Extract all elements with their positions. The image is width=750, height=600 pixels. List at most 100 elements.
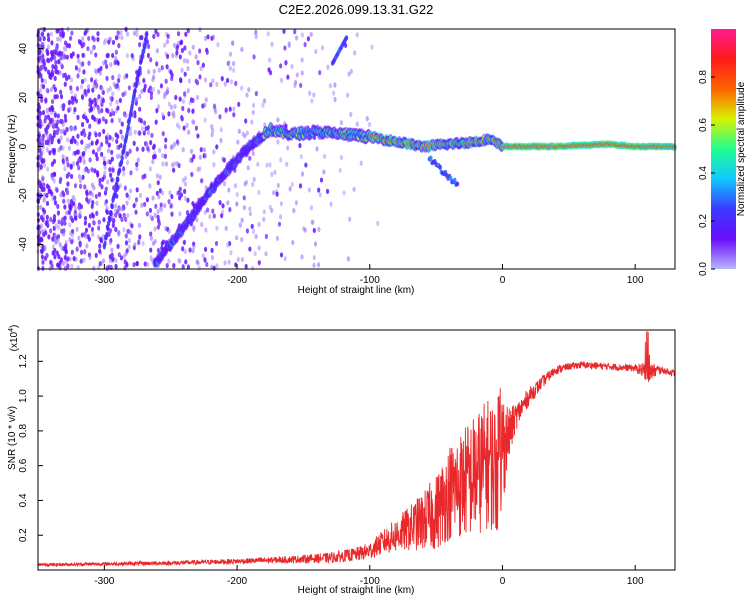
spectrogram-cell xyxy=(116,105,120,111)
spectrogram-cell xyxy=(65,187,69,193)
spectrogram-cell xyxy=(52,49,56,55)
spectrogram-cell xyxy=(59,55,63,61)
spectrogram-cell xyxy=(69,138,73,144)
spectrogram-cell xyxy=(70,239,74,245)
spectrogram-cell xyxy=(204,97,208,103)
spectrogram-cell xyxy=(235,201,239,207)
spectrogram-cell xyxy=(98,243,102,249)
spectrogram-cell xyxy=(196,166,200,172)
spectrogram-cell xyxy=(84,189,89,195)
spectrogram-cell xyxy=(256,161,260,167)
spectrogram-cell xyxy=(148,166,152,172)
spectrogram-cell xyxy=(70,30,74,36)
spectrogram-cell xyxy=(53,75,57,82)
spectrogram-cell xyxy=(90,140,94,146)
spectrogram-cell xyxy=(75,140,79,147)
spectrogram-cell xyxy=(279,63,283,69)
spectrogram-cell xyxy=(262,216,266,222)
spectrogram-cell xyxy=(325,188,330,194)
spectrogram-cell xyxy=(77,67,81,73)
spectrogram-cell xyxy=(95,156,99,162)
spectrogram-cell xyxy=(114,226,118,232)
spectrogram-cell xyxy=(93,97,97,103)
spectrogram-cell xyxy=(90,167,94,173)
spectrogram-cell xyxy=(95,210,99,216)
spectrogram-cell xyxy=(210,247,214,253)
spectrogram-x-ticks: -300 -200 -100 0 100 xyxy=(94,264,644,286)
spectrogram-cell xyxy=(88,157,92,163)
spectrogram-cell xyxy=(204,227,208,233)
spectrogram-cell xyxy=(183,71,187,77)
spectrogram-cell xyxy=(170,211,174,217)
spectrogram-cell xyxy=(167,111,171,117)
spectrogram-cell xyxy=(60,217,65,223)
spectrogram-cell xyxy=(51,64,55,70)
spectrogram-cell xyxy=(155,173,160,179)
colorbar: 0.0 0.2 0.4 0.6 0.8 Normalized spectral ampl… xyxy=(698,29,747,276)
spectrogram-cell xyxy=(365,116,369,122)
spectrogram-cell xyxy=(205,49,209,55)
spectrogram-cell xyxy=(81,174,85,180)
spectrogram-cell xyxy=(91,115,96,121)
spectrogram-cell xyxy=(187,107,191,114)
spectrogram-cell xyxy=(165,53,170,59)
spectrogram-cell xyxy=(312,262,316,268)
spectrogram-cell xyxy=(102,155,106,162)
spectrogram-y-ticks: -40 -20 0 20 40 xyxy=(18,43,43,252)
spectrogram-cell xyxy=(322,153,327,160)
spectrogram-cell xyxy=(316,262,321,268)
spectrogram-cell xyxy=(232,61,236,67)
spectrogram-cell xyxy=(138,234,142,240)
spectrogram-cell xyxy=(304,162,308,168)
spectrogram-cell xyxy=(61,145,65,151)
snr-y-tick-label: 0.6 xyxy=(18,458,29,472)
spectrogram-cell xyxy=(97,108,101,114)
spectrogram-cell xyxy=(157,194,161,200)
spectrogram-cell xyxy=(66,162,70,168)
snr-x-tick-label: 100 xyxy=(627,576,644,587)
spectrogram-cell xyxy=(81,36,85,42)
spectrogram-cell xyxy=(196,133,200,139)
spectrogram-cell xyxy=(252,54,256,60)
spectrogram-cell xyxy=(111,136,115,142)
spectrogram-cell xyxy=(59,62,63,68)
spectrogram-cell xyxy=(80,94,85,100)
spectrogram-cell xyxy=(108,166,112,173)
spectrogram-cell xyxy=(242,204,246,211)
spectrogram-cell xyxy=(110,149,114,155)
spectrogram-cell xyxy=(287,41,291,47)
spectrogram-cell xyxy=(47,36,51,43)
spectrogram-cell xyxy=(44,230,48,236)
spectrogram-cell xyxy=(253,251,257,257)
spectrogram-cell xyxy=(124,216,128,222)
spectrogram-cell xyxy=(143,173,147,179)
spectrogram-cell xyxy=(172,113,176,119)
spectrogram-cell xyxy=(92,185,96,191)
spectrogram-cell xyxy=(154,203,158,209)
spectrogram-cell xyxy=(72,256,76,262)
spectrogram-cell xyxy=(73,211,77,217)
spectrogram-cell xyxy=(348,216,352,222)
figure-title: C2E2.2026.099.13.31.G22 xyxy=(279,2,434,17)
spectrogram-cell xyxy=(319,177,324,183)
spectrogram-cell xyxy=(63,165,67,172)
spectrogram-cell xyxy=(76,53,80,59)
spectrogram-cell xyxy=(109,210,113,217)
spectrogram-cell xyxy=(94,252,98,258)
spectrogram-cell xyxy=(66,181,70,187)
spectrogram-cell xyxy=(80,258,84,264)
spectrogram-cell xyxy=(109,101,113,107)
spectrogram-cell xyxy=(306,36,311,42)
spectrogram-cell xyxy=(75,226,79,232)
spectrogram-cell xyxy=(133,87,137,94)
spectrogram-cell xyxy=(151,195,155,201)
spectrogram-cell xyxy=(110,203,114,210)
spectrogram-cell xyxy=(312,255,316,261)
spectrogram-cell xyxy=(82,69,86,75)
spectrogram-cell xyxy=(175,50,179,56)
spectrogram-cell xyxy=(288,186,292,192)
spectrogram-cell xyxy=(124,240,129,246)
spectrogram-cell xyxy=(178,186,182,192)
spectrogram-cell xyxy=(65,156,69,162)
spectrogram-cell xyxy=(140,88,144,95)
